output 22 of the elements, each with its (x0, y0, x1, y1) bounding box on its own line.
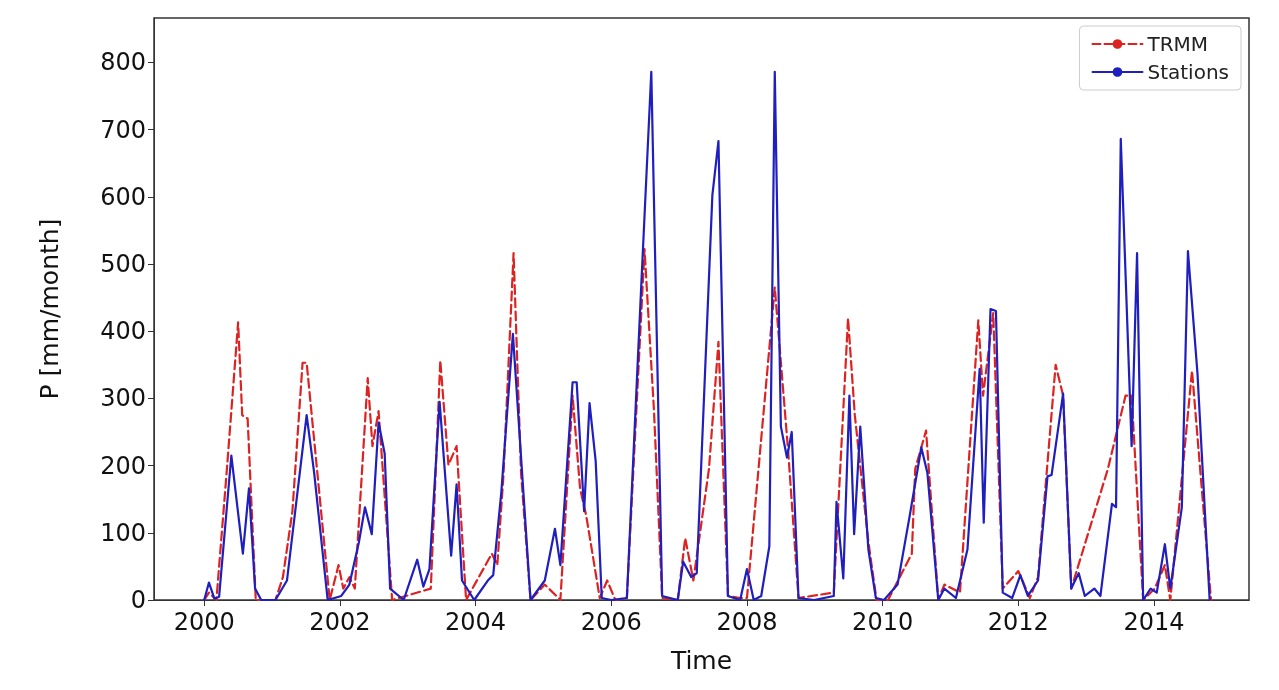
y-axis-title: P [mm/month] (35, 218, 64, 400)
x-tick-label: 2000 (173, 608, 235, 636)
x-tick-label: 2014 (1123, 608, 1185, 636)
x-tick-label: 2008 (716, 608, 778, 636)
y-tick-label: 600 (100, 182, 146, 211)
y-tick-label: 700 (100, 115, 146, 144)
y-tick-label: 0 (130, 586, 146, 614)
x-tick-label: 2010 (852, 608, 914, 636)
x-tick-label: 2004 (445, 608, 507, 636)
legend-label: TRMM (1146, 32, 1209, 56)
line-series (203, 248, 1213, 602)
y-tick-label: 100 (100, 518, 146, 547)
y-tick-label: 300 (100, 384, 146, 413)
y-tick-label: 400 (100, 317, 146, 346)
x-tick-label: 2006 (580, 608, 642, 636)
y-tick-label: 800 (100, 48, 146, 77)
legend-label: Stations (1147, 60, 1230, 84)
x-tick-label: 2002 (309, 608, 371, 636)
y-tick-label: 200 (100, 451, 146, 480)
x-axis-title: Time (669, 646, 733, 675)
x-tick-label: 2012 (987, 608, 1049, 636)
y-tick-label: 500 (100, 249, 146, 278)
